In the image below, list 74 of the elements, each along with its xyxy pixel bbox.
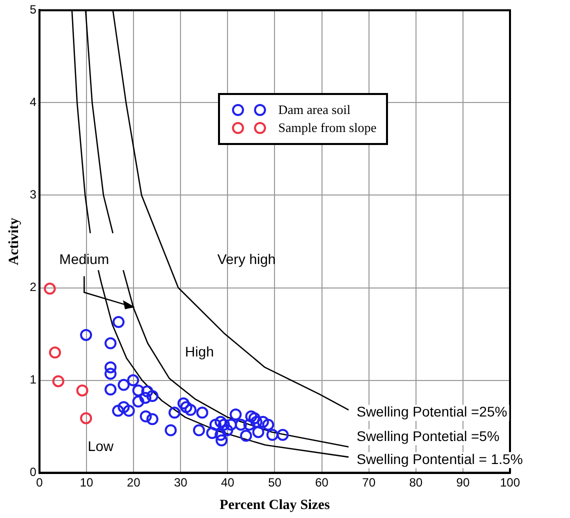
point <box>240 430 252 442</box>
y-tick-label: 4 <box>30 95 37 110</box>
point <box>184 404 197 416</box>
legend-label: Sample from slope <box>278 120 376 136</box>
point <box>141 385 154 398</box>
point <box>132 396 144 408</box>
y-tick-label: 2 <box>30 280 37 294</box>
point <box>127 374 140 386</box>
point <box>196 406 208 419</box>
x-tick-label: 50 <box>268 475 282 490</box>
point <box>214 428 227 441</box>
x-tick-label: 70 <box>362 475 376 490</box>
annotation: High <box>185 343 214 360</box>
point <box>245 410 258 422</box>
point <box>230 408 242 421</box>
x-tick-label: 10 <box>80 475 94 490</box>
annotation: Medium <box>59 250 110 267</box>
x-axis-title: Percent Clay Sizes <box>220 498 330 514</box>
point <box>80 328 92 341</box>
x-tick-label: 60 <box>315 475 329 490</box>
x-tick-label: 80 <box>409 475 423 490</box>
y-tick-label: 0 <box>30 465 37 480</box>
point <box>140 410 152 422</box>
point <box>180 401 192 414</box>
point <box>221 424 234 436</box>
point <box>122 404 135 417</box>
point <box>209 418 222 431</box>
point <box>216 434 228 446</box>
point <box>76 384 88 396</box>
point <box>256 416 269 428</box>
point <box>44 282 56 295</box>
legend-label: Dam area soil <box>278 102 350 118</box>
point <box>104 384 117 396</box>
x-tick-label: 20 <box>126 475 141 490</box>
point <box>266 428 278 441</box>
point <box>112 404 124 417</box>
point <box>146 413 158 426</box>
point <box>214 416 227 428</box>
x-tick-label: 100 <box>500 475 520 490</box>
point <box>132 384 144 396</box>
point <box>49 346 61 359</box>
point <box>177 397 190 410</box>
point <box>206 427 218 440</box>
point <box>192 424 205 436</box>
y-tick-label: 1 <box>30 372 37 387</box>
point <box>118 378 130 391</box>
point <box>118 401 130 414</box>
point <box>80 412 92 424</box>
y-tick-label: 3 <box>30 188 37 202</box>
y-axis-title: Activity <box>7 218 22 266</box>
point <box>276 428 289 441</box>
x-tick-label: 90 <box>456 475 470 490</box>
series-label: Swelling Potential =25% <box>356 404 508 420</box>
point <box>164 424 177 436</box>
x-tick-label: 40 <box>221 475 235 490</box>
point <box>139 392 152 404</box>
point <box>224 418 237 431</box>
point <box>104 361 117 374</box>
point <box>250 416 262 428</box>
point <box>104 337 117 350</box>
point <box>168 406 181 419</box>
annotation: Very high <box>217 250 276 267</box>
point <box>146 390 158 402</box>
point <box>112 316 125 328</box>
point <box>234 418 247 431</box>
point <box>262 418 274 431</box>
point <box>52 375 64 388</box>
y-tick-label: 5 <box>30 2 37 17</box>
annotation: Low <box>88 438 114 454</box>
x-tick-label: 30 <box>174 475 188 490</box>
series-label: Swelling Pontetial =5% <box>356 428 500 444</box>
series-label: Swelling Pontential = 1.5% <box>356 450 523 467</box>
point <box>104 368 117 380</box>
point <box>252 426 264 438</box>
